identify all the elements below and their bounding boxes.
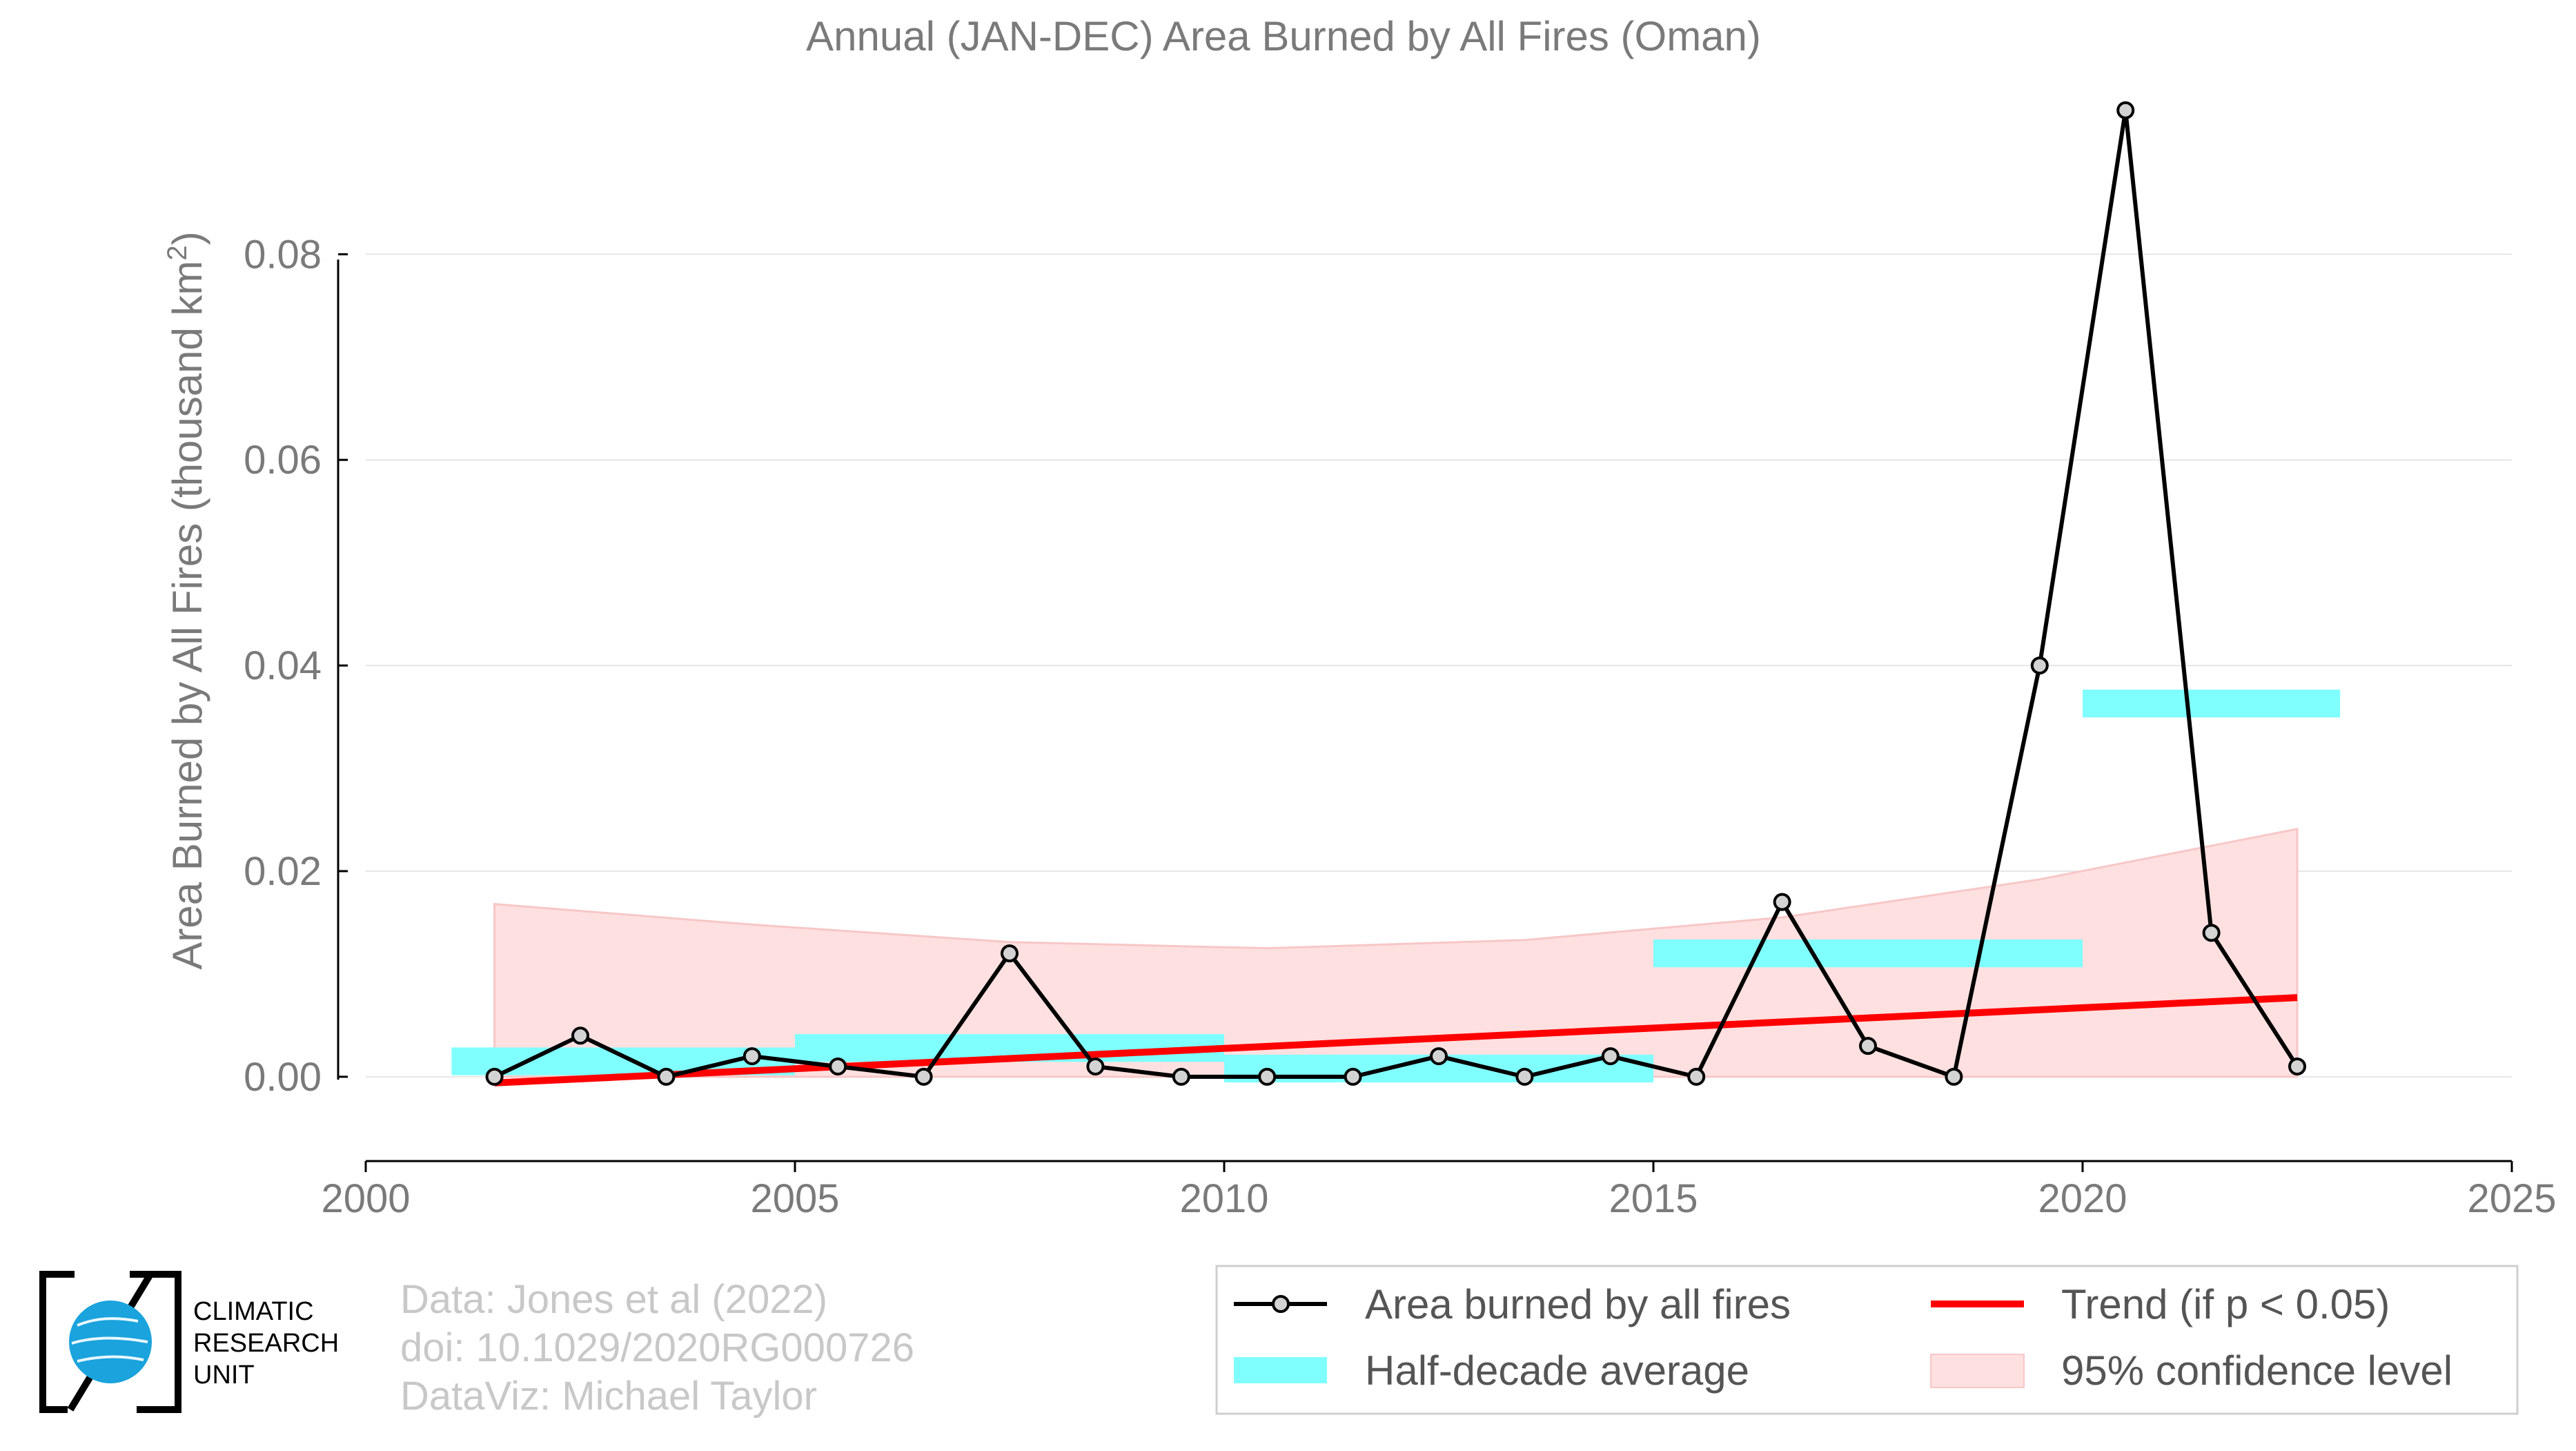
y-tick-labels: 0.00 0.02 0.04 0.06 0.08 (244, 232, 322, 1100)
x-tick-labels: 2000 2005 2010 2015 2020 2025 (321, 1161, 2557, 1221)
globe-currents (71, 1317, 148, 1363)
data-point (2116, 101, 2135, 119)
legend-entry-half-decade: Half-decade average (1234, 1347, 1749, 1394)
data-point (1773, 893, 1791, 911)
y-axis-label: Area Burned by All Fires (thousand km2) (162, 231, 210, 969)
y-tick-label: 0.04 (244, 643, 322, 688)
y-tick-label: 0.06 (244, 438, 322, 483)
axes (337, 260, 2512, 1162)
legend-entry-confidence: 95% confidence level (1930, 1347, 2452, 1394)
x-tick-label: 2025 (2467, 1176, 2556, 1221)
data-point (1515, 1067, 1534, 1086)
data-point (1086, 1057, 1105, 1075)
legend-label-area-burned: Area burned by all fires (1365, 1281, 1791, 1327)
x-tick-label: 2005 (750, 1176, 839, 1221)
legend-label-half-decade: Half-decade average (1365, 1347, 1749, 1394)
logo-bracket-right (130, 1271, 181, 1413)
data-point (1687, 1067, 1706, 1086)
trend-line-segment (494, 994, 2298, 1087)
data-point (1344, 1067, 1362, 1086)
cru-logo: CLIMATIC RESEARCH UNIT (39, 1271, 339, 1413)
logo-bracket-left (39, 1271, 75, 1413)
legend-box (1215, 1265, 2519, 1415)
logo-text-research: RESEARCH (193, 1329, 339, 1358)
y-tick-label: 0.08 (244, 232, 322, 277)
data-point (1945, 1067, 1963, 1086)
trend-line (494, 994, 2298, 1087)
data-point (1601, 1047, 1620, 1066)
data-point (485, 1067, 504, 1086)
data-point (1258, 1067, 1277, 1086)
y-axis-label-close: ) (164, 231, 210, 245)
y-tick-label: 0.02 (244, 849, 322, 894)
logo-text-climatic: CLIMATIC (193, 1297, 314, 1326)
x-tick-label: 2010 (1179, 1176, 1268, 1221)
area-burned-series (485, 101, 2306, 1086)
data-point (2030, 656, 2049, 675)
logo-text-unit: UNIT (193, 1361, 255, 1390)
legend-pink-swatch (1930, 1354, 2025, 1388)
data-point (1001, 944, 1019, 963)
x-tick-label: 2015 (1609, 1176, 1698, 1221)
series-line (493, 108, 2299, 1079)
credits: Data: Jones et al (2022) doi: 10.1029/20… (400, 1277, 914, 1419)
data-point (1859, 1037, 1877, 1055)
credit-dataviz: DataViz: Michael Taylor (400, 1374, 817, 1419)
legend-cyan-swatch (1234, 1357, 1327, 1383)
data-point (571, 1026, 589, 1045)
data-point (829, 1057, 847, 1075)
legend-label-trend: Trend (if p < 0.05) (2061, 1281, 2390, 1327)
legend-entry-trend: Trend (if p < 0.05) (1931, 1281, 2390, 1327)
data-point (2202, 924, 2221, 942)
data-point (914, 1067, 933, 1086)
y-axis-label-superscript: 2 (162, 245, 193, 260)
x-tick-label: 2020 (2038, 1176, 2127, 1221)
y-axis-label-main: Area Burned by All Fires (thousand km (164, 261, 210, 970)
x-tick-label: 2000 (321, 1176, 410, 1221)
data-point (743, 1047, 761, 1066)
legend-entry-area-burned: Area burned by all fires (1234, 1281, 1791, 1327)
chart-title: Annual (JAN-DEC) Area Burned by All Fire… (806, 13, 1761, 59)
half-decade-bar (1653, 939, 2083, 968)
half-decade-bar (2083, 690, 2341, 718)
legend-marker-swatch (1272, 1295, 1290, 1313)
data-point (1430, 1047, 1448, 1066)
credit-data: Data: Jones et al (2022) (400, 1277, 827, 1322)
data-point (1172, 1067, 1190, 1086)
credit-doi: doi: 10.1029/2020RG000726 (400, 1325, 914, 1370)
data-point (657, 1067, 676, 1086)
legend-label-confidence: 95% confidence level (2061, 1347, 2452, 1394)
data-point (2288, 1057, 2306, 1075)
legend: Area burned by all fires Half-decade ave… (1215, 1265, 2519, 1415)
y-tick-label: 0.00 (244, 1055, 322, 1100)
